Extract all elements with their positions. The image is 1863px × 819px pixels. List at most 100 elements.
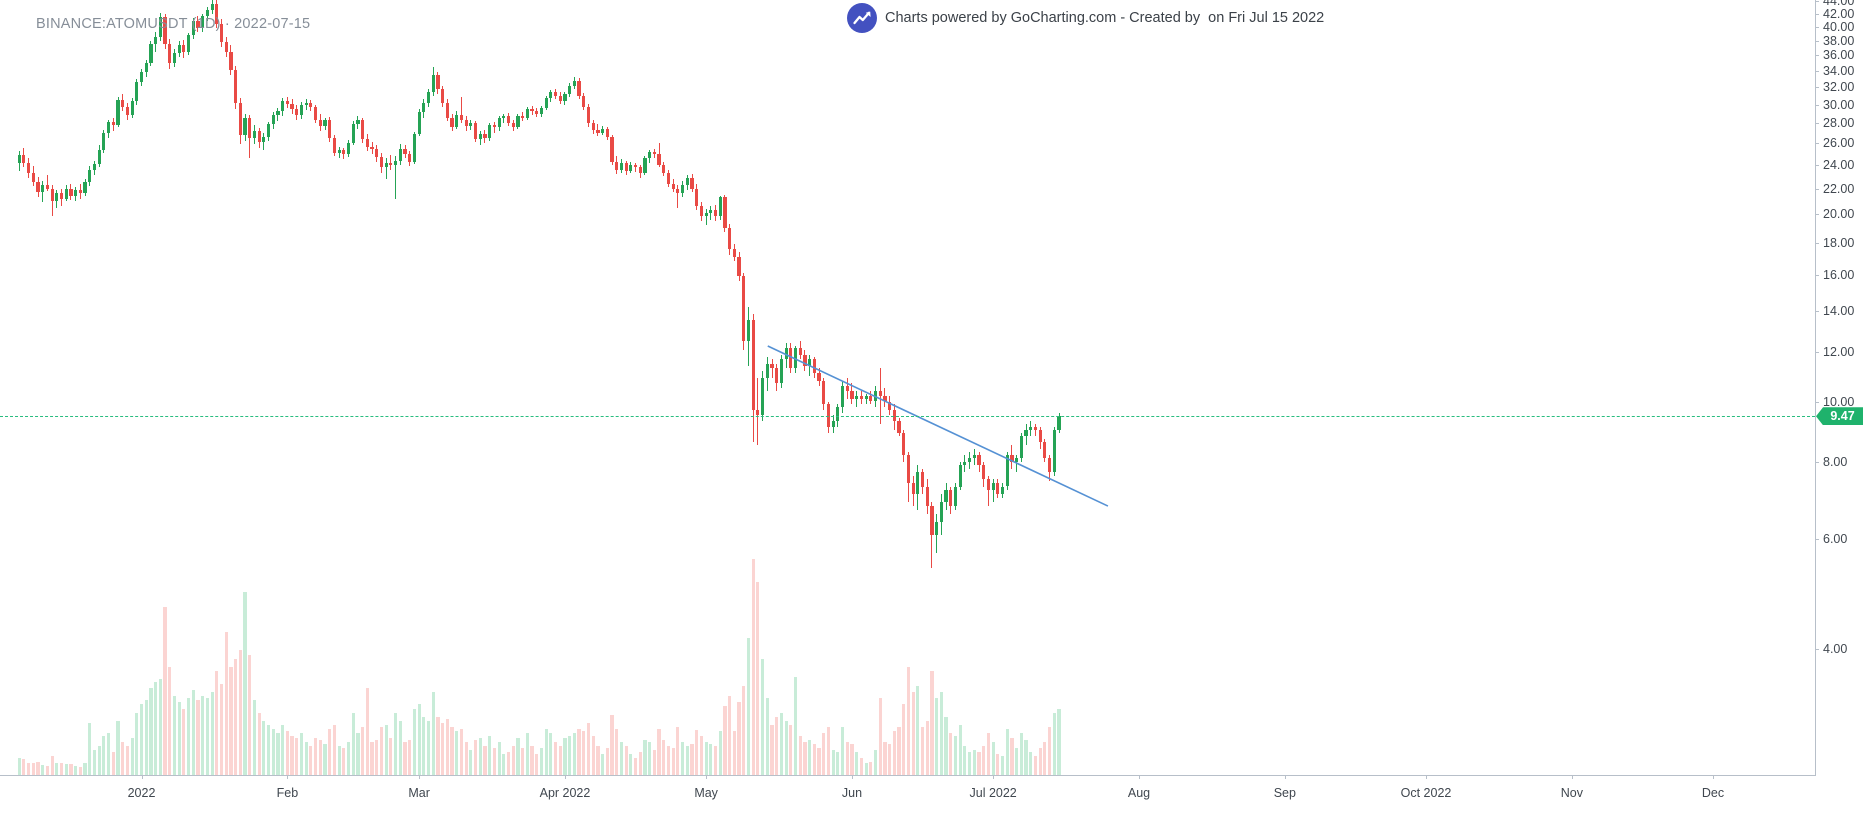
candle <box>906 455 911 483</box>
price-axis-label: 32.00 <box>1823 80 1855 95</box>
candle <box>836 406 840 422</box>
candle <box>394 160 398 165</box>
candle <box>196 21 200 28</box>
volume-bar <box>1019 733 1023 775</box>
price-tick <box>1815 401 1819 403</box>
candle <box>982 465 986 480</box>
candle <box>295 109 299 115</box>
candle <box>83 182 87 194</box>
volume-bar <box>295 737 299 775</box>
volume-bar <box>356 733 360 775</box>
volume-bar <box>648 741 652 775</box>
volume-bar <box>346 741 351 775</box>
volume-bar <box>83 763 87 775</box>
volume-bar <box>121 741 125 775</box>
volume-bar <box>619 741 624 775</box>
volume-bar <box>516 737 520 775</box>
candle <box>977 455 981 466</box>
volume-bar <box>361 727 365 775</box>
volume-bar <box>728 696 732 775</box>
candle-wick <box>705 208 707 226</box>
volume-bar <box>177 702 181 775</box>
volume-bar <box>455 731 459 775</box>
candle <box>304 102 308 105</box>
candle <box>356 119 360 125</box>
candle <box>483 134 487 139</box>
time-tick <box>1138 775 1140 779</box>
candle <box>878 390 882 397</box>
candle <box>855 396 859 399</box>
volume-bar <box>469 750 473 775</box>
candle <box>695 188 699 207</box>
volume-bar <box>281 725 285 775</box>
price-tick <box>1815 274 1819 276</box>
candle <box>770 363 774 369</box>
candle <box>299 104 304 115</box>
candle <box>1038 429 1042 443</box>
candle <box>850 390 854 399</box>
volume-bar <box>817 748 821 775</box>
time-tick <box>851 775 853 779</box>
candle <box>478 134 482 140</box>
candle <box>953 486 958 506</box>
candle <box>756 409 760 416</box>
candle <box>1029 426 1033 430</box>
volume-bar <box>963 745 967 775</box>
volume-bar <box>615 729 619 775</box>
volume-bar <box>553 741 558 775</box>
volume-bar <box>1047 727 1052 775</box>
volume-bar <box>521 748 525 775</box>
volume-bar <box>337 745 341 775</box>
time-axis-label: May <box>694 786 718 800</box>
candle <box>530 109 534 112</box>
price-tick <box>1815 165 1819 166</box>
price-tick <box>1815 539 1819 541</box>
volume-bar <box>252 700 257 775</box>
volume-bar <box>695 730 699 775</box>
candle <box>45 184 50 189</box>
chart-plot-area[interactable] <box>0 0 1815 775</box>
volume-bar <box>464 741 468 775</box>
trendline[interactable] <box>767 345 1109 507</box>
candle <box>1057 416 1061 430</box>
candle <box>238 102 242 136</box>
price-tick <box>1815 242 1819 244</box>
price-axis-label: 20.00 <box>1823 207 1855 222</box>
volume-bar <box>441 723 445 775</box>
time-tick <box>419 775 421 779</box>
candle <box>652 151 656 154</box>
candle <box>596 130 600 134</box>
last-price-badge: 9.47 <box>1816 407 1863 426</box>
candle <box>601 129 605 134</box>
volume-bar <box>723 706 727 775</box>
time-tick <box>993 775 995 779</box>
candle <box>431 74 435 93</box>
volume-bar <box>450 727 454 775</box>
volume-pane <box>17 559 1061 775</box>
gocharting-logo-icon <box>847 3 877 33</box>
candle <box>497 117 501 128</box>
candle <box>803 354 807 367</box>
candle <box>577 80 581 96</box>
volume-bar <box>144 700 148 775</box>
volume-bar <box>662 739 666 775</box>
candle <box>539 108 544 114</box>
candle <box>845 385 849 391</box>
price-tick <box>1815 352 1819 354</box>
candle <box>930 505 934 536</box>
volume-bar <box>116 721 120 775</box>
candle <box>106 122 111 134</box>
volume-bar <box>930 671 934 775</box>
volume-bar <box>685 745 689 775</box>
candle <box>346 143 351 154</box>
candle <box>666 173 671 184</box>
time-tick <box>141 775 143 779</box>
volume-bar <box>64 764 68 775</box>
volume-bar <box>74 765 78 775</box>
candle <box>111 122 115 126</box>
volume-bar <box>869 761 873 775</box>
candle <box>535 111 539 114</box>
candle <box>64 188 68 199</box>
candle <box>177 45 181 54</box>
